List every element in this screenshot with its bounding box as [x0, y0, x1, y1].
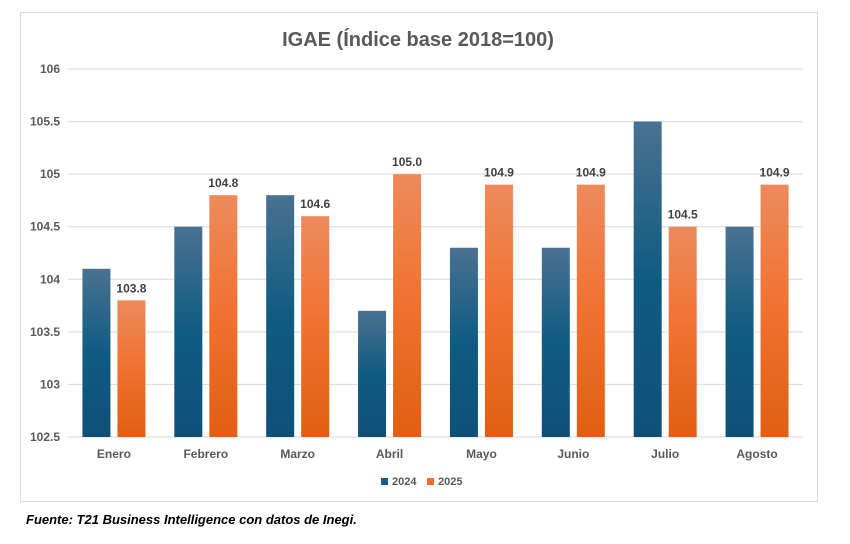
y-tick-label: 103.5	[30, 325, 60, 339]
x-tick-label: Febrero	[183, 447, 228, 461]
bar-2025	[117, 300, 146, 437]
chart-title: IGAE (Índice base 2018=100)	[282, 28, 554, 51]
x-tick-label: Marzo	[280, 447, 315, 461]
x-tick-label: Abril	[376, 447, 403, 461]
y-tick-label: 103	[40, 377, 60, 391]
y-tick-label: 105	[40, 167, 60, 181]
y-tick-label: 106	[40, 62, 60, 76]
bar-2025	[484, 184, 513, 437]
bar-2025	[301, 216, 330, 437]
bar-2025	[209, 195, 238, 437]
bar-2024	[449, 247, 478, 437]
legend-label: 2025	[438, 476, 462, 488]
bar-2024	[633, 121, 662, 438]
data-label: 104.9	[576, 166, 606, 180]
chart-frame	[20, 12, 818, 502]
bar-2025	[760, 184, 789, 437]
data-label: 105.0	[392, 155, 422, 169]
source-note: Fuente: T21 Business Intelligence con da…	[26, 512, 357, 527]
data-label: 104.6	[300, 197, 330, 211]
bar-2024	[266, 195, 295, 437]
data-label: 104.9	[484, 166, 514, 180]
bar-2024	[358, 310, 387, 437]
bar-2024	[174, 226, 203, 437]
data-label: 104.8	[208, 176, 238, 190]
data-label: 104.5	[668, 208, 698, 222]
y-tick-label: 102.5	[30, 430, 60, 444]
y-tick-label: 105.5	[30, 115, 60, 129]
data-label: 103.8	[116, 281, 146, 295]
y-tick-label: 104.5	[30, 220, 60, 234]
bar-2025	[576, 184, 605, 437]
x-tick-label: Mayo	[466, 447, 497, 461]
bar-2025	[668, 226, 697, 437]
x-tick-label: Julio	[651, 447, 679, 461]
x-tick-label: Enero	[97, 447, 131, 461]
x-tick-label: Junio	[557, 447, 589, 461]
bar-2024	[82, 268, 111, 437]
legend-swatch-2024	[381, 478, 388, 485]
legend-label: 2024	[392, 476, 417, 488]
y-tick-label: 104	[40, 272, 60, 286]
bar-2025	[393, 174, 422, 437]
data-label: 104.9	[760, 166, 790, 180]
bar-2024	[541, 247, 570, 437]
x-tick-label: Agosto	[736, 447, 777, 461]
bar-2024	[725, 226, 754, 437]
legend-swatch-2025	[427, 478, 434, 485]
